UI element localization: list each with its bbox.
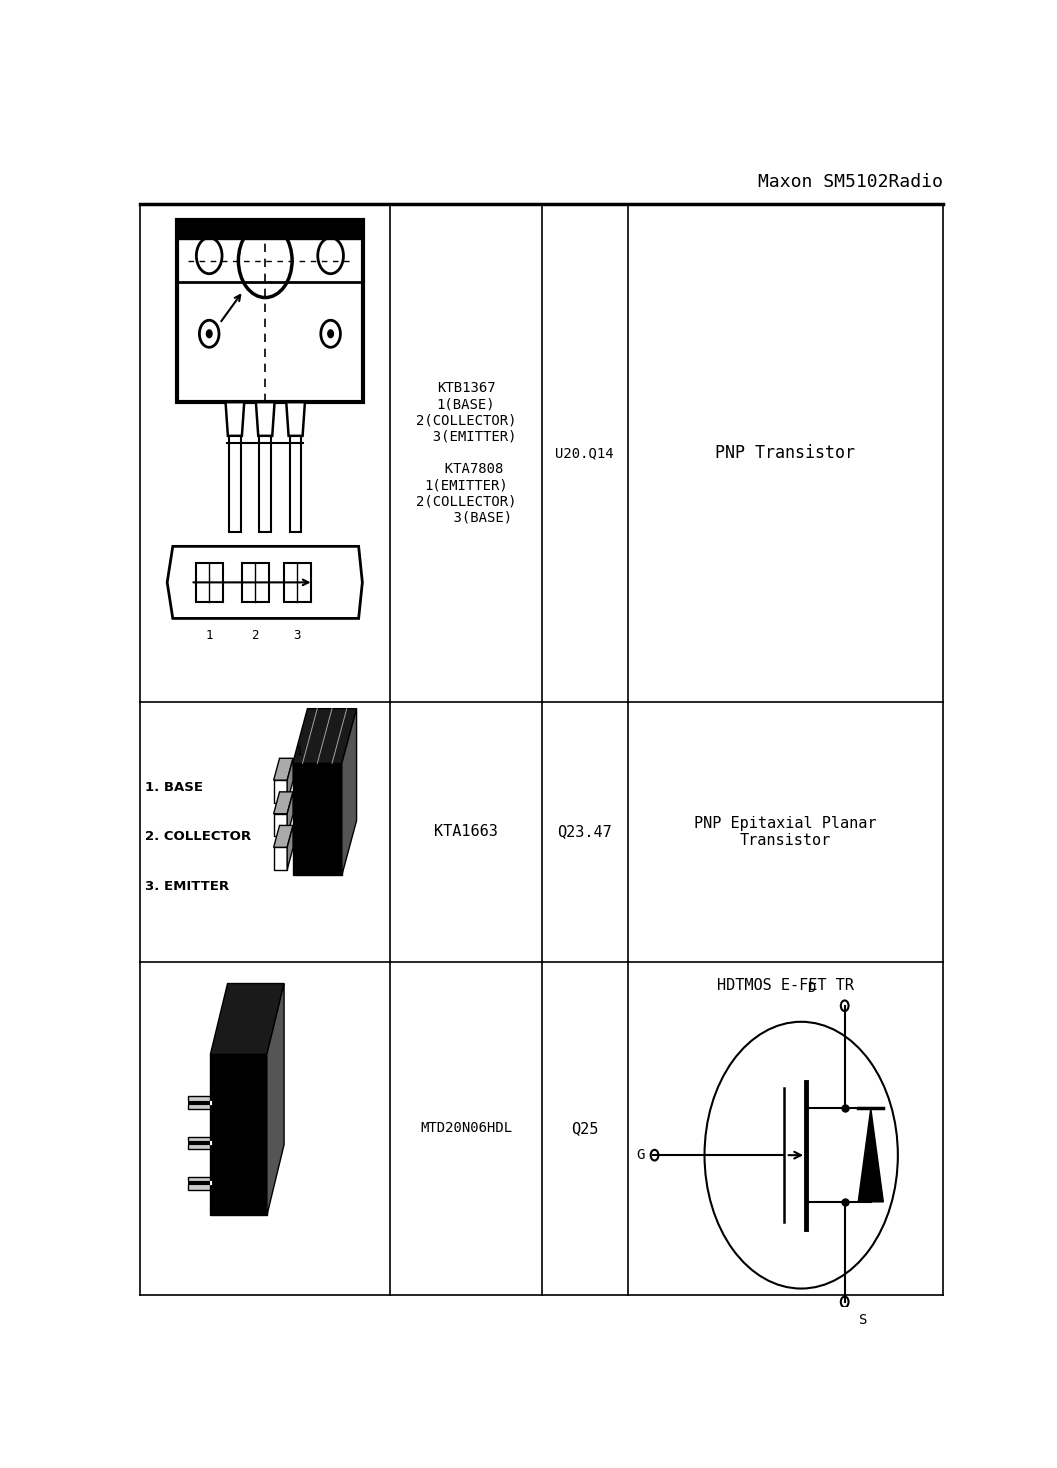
Text: PNP Transistor: PNP Transistor xyxy=(716,445,855,462)
Text: G: G xyxy=(636,1148,645,1163)
Polygon shape xyxy=(286,402,304,436)
Polygon shape xyxy=(256,402,275,436)
Polygon shape xyxy=(858,1108,884,1202)
Polygon shape xyxy=(274,847,288,869)
Text: D: D xyxy=(806,981,815,995)
Polygon shape xyxy=(341,709,356,875)
Bar xyxy=(188,1177,210,1189)
Text: 3: 3 xyxy=(296,812,302,825)
Text: MTD20N06HDL: MTD20N06HDL xyxy=(420,1122,512,1135)
Polygon shape xyxy=(274,791,293,813)
Polygon shape xyxy=(290,436,301,531)
Polygon shape xyxy=(293,763,341,875)
Text: U20.Q14: U20.Q14 xyxy=(555,446,614,459)
Polygon shape xyxy=(225,402,244,436)
Polygon shape xyxy=(274,813,288,837)
Text: KTA1663: KTA1663 xyxy=(434,824,498,840)
Polygon shape xyxy=(293,709,356,763)
Text: 1: 1 xyxy=(296,746,302,759)
Circle shape xyxy=(328,330,333,338)
Polygon shape xyxy=(288,825,293,869)
Text: Q23.47: Q23.47 xyxy=(557,824,612,840)
Bar xyxy=(178,220,363,239)
Polygon shape xyxy=(288,791,293,837)
Text: KTB1367
1(BASE)
2(COLLECTOR)
  3(EMITTER)

  KTA7808
1(EMITTER)
2(COLLECTOR)
   : KTB1367 1(BASE) 2(COLLECTOR) 3(EMITTER) … xyxy=(415,382,516,526)
Polygon shape xyxy=(229,436,241,531)
Text: HDTMOS E-FET TR: HDTMOS E-FET TR xyxy=(717,978,854,992)
Text: Maxon SM5102Radio: Maxon SM5102Radio xyxy=(758,173,943,191)
Bar xyxy=(188,1136,210,1149)
Text: 2. COLLECTOR: 2. COLLECTOR xyxy=(145,831,252,843)
Text: 3: 3 xyxy=(294,630,301,642)
Bar xyxy=(188,1097,210,1110)
Text: 3. EMITTER: 3. EMITTER xyxy=(145,879,229,893)
Bar xyxy=(284,562,311,602)
Polygon shape xyxy=(210,984,284,1054)
Polygon shape xyxy=(274,825,293,847)
Polygon shape xyxy=(266,984,284,1216)
Bar xyxy=(242,562,268,602)
Text: PNP Epitaxial Planar
Transistor: PNP Epitaxial Planar Transistor xyxy=(694,816,876,849)
Circle shape xyxy=(206,330,212,338)
Text: 2: 2 xyxy=(296,780,302,791)
Polygon shape xyxy=(274,780,288,803)
Text: 1. BASE: 1. BASE xyxy=(145,781,203,794)
Polygon shape xyxy=(274,759,293,780)
Text: Q25: Q25 xyxy=(571,1122,598,1136)
Polygon shape xyxy=(288,759,293,803)
Text: 2: 2 xyxy=(252,630,259,642)
Polygon shape xyxy=(210,1054,266,1216)
Bar xyxy=(196,562,223,602)
Polygon shape xyxy=(259,436,271,531)
Text: 1: 1 xyxy=(205,630,214,642)
Text: S: S xyxy=(859,1312,868,1327)
